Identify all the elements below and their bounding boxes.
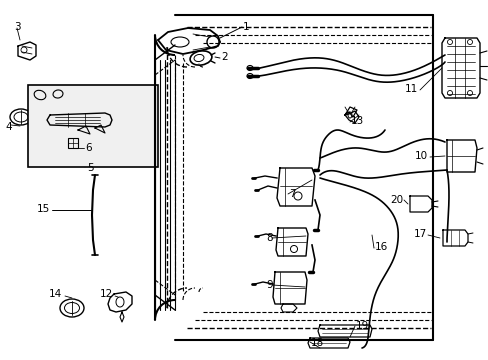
Text: 13: 13	[350, 116, 364, 126]
Text: 3: 3	[14, 22, 20, 32]
Text: 11: 11	[404, 84, 417, 94]
Text: 16: 16	[374, 242, 387, 252]
Text: 19: 19	[355, 321, 368, 331]
Text: 17: 17	[413, 229, 426, 239]
Text: 2: 2	[221, 52, 227, 62]
Text: 8: 8	[266, 233, 272, 243]
Text: 18: 18	[310, 338, 324, 348]
Text: 15: 15	[37, 204, 50, 214]
Text: 6: 6	[85, 143, 91, 153]
Text: 10: 10	[414, 151, 427, 161]
Text: 9: 9	[266, 280, 272, 290]
Text: 12: 12	[100, 289, 113, 299]
Text: 5: 5	[87, 163, 93, 173]
Text: 4: 4	[6, 122, 12, 132]
Text: 14: 14	[49, 289, 62, 299]
Text: 20: 20	[389, 195, 402, 205]
FancyBboxPatch shape	[28, 85, 158, 167]
Text: 7: 7	[288, 189, 295, 199]
Text: 1: 1	[243, 22, 249, 32]
